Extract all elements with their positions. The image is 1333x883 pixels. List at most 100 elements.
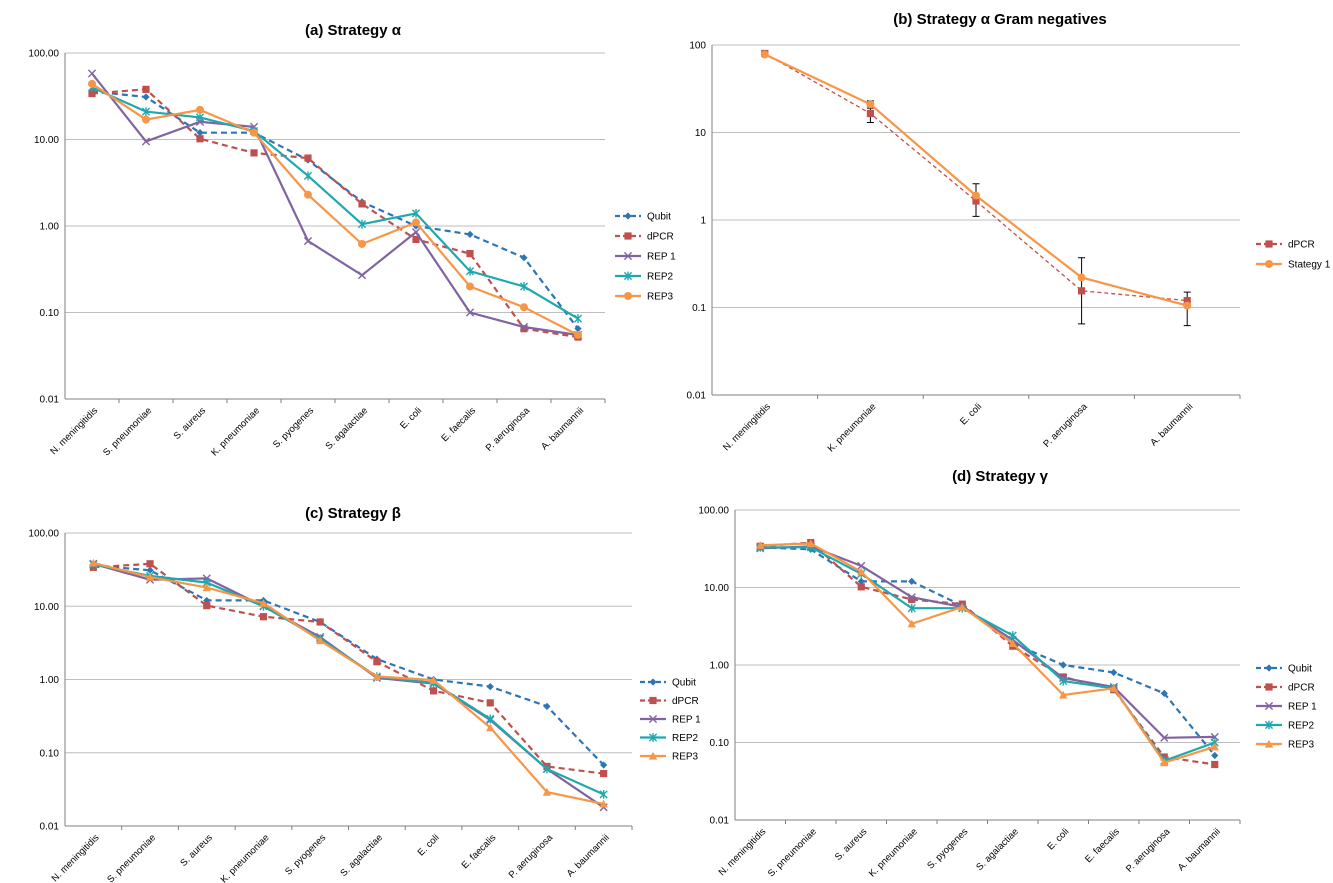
point-qubit [1059,661,1067,669]
series-rep3 [756,539,1219,767]
x-tick-label: S. pneumoniae [105,832,158,883]
point-rep3 [372,672,382,681]
chart-title: (b) Strategy α Gram negatives [893,11,1106,28]
legend-item-rep3: REP3 [1256,740,1315,751]
x-tick-label: S. pneumoniae [101,405,154,458]
point-qubit [574,325,582,333]
x-tick-label: P. aeruginosa [1041,401,1090,450]
x-tick-label: E. faecalis [460,832,499,871]
legend-item-rep-1: REP 1 [640,715,701,726]
series-qubit [89,561,608,769]
legend-item-dpcr: dPCR [615,232,674,243]
point-rep2 [486,714,495,724]
series-rep-1 [87,69,583,340]
point-rep2 [1008,631,1017,640]
legend-item-rep3: REP3 [640,752,699,763]
legend-marker [623,251,633,261]
point-rep3 [599,799,608,808]
x-tick-label: S. aureus [172,405,209,442]
point-rep3 [202,583,211,592]
x-tick-label: K. pneumoniae [219,832,272,883]
point-dpcr [358,200,366,208]
point-dpcr [146,560,154,568]
legend-label: dPCR [1288,240,1315,251]
point-rep3 [145,572,155,581]
legend: dPCR Stategy 1 [1256,240,1331,271]
legend-marker [1264,701,1274,711]
x-tick-label: A. baumannii [1148,401,1195,448]
point-rep-1 [87,69,97,78]
x-tick-label: N. meningitidis [48,405,100,457]
legend-item-dpcr: dPCR [1256,240,1315,251]
series-stategy-1 [760,50,1192,310]
legend-marker [1264,720,1274,730]
x-tick-label: S. pyogenes [271,405,316,450]
point-rep2 [1059,676,1068,686]
y-tick-label: 100.00 [28,529,59,540]
series-line-rep3 [93,561,604,805]
chart-c: (c) Strategy β 100.00 10.00 1.00 0.10 0.01N. … [28,505,701,883]
point-rep-1 [411,228,421,237]
point-stategy-1 [760,50,769,59]
chart-title: (c) Strategy β [305,505,401,522]
x-tick-label: K. pneumoniae [826,401,879,454]
legend-label: REP3 [1288,740,1315,751]
legend-label: REP3 [647,292,674,303]
point-rep3 [574,330,582,339]
point-rep3 [88,79,96,88]
point-rep-1 [519,322,529,332]
point-rep3 [1059,690,1068,699]
point-qubit [600,761,608,769]
series-dpcr [756,538,1219,769]
point-dpcr [1211,760,1219,769]
y-tick-label: 10.00 [34,135,59,146]
y-tick-label: 100 [689,41,706,52]
point-rep-1 [907,593,916,602]
point-stategy-1 [972,191,980,200]
point-rep3 [958,602,967,611]
point-rep3 [89,558,98,567]
point-rep-1 [141,137,151,146]
legend-label: Qubit [647,212,671,223]
legend-marker [648,714,658,724]
point-rep2 [599,790,608,799]
point-rep3 [1160,758,1169,767]
point-rep2 [303,171,313,181]
point-rep3 [1210,742,1219,751]
x-tick-label: P. aeruginosa [507,832,556,881]
point-rep2 [465,266,475,276]
point-rep3 [358,239,366,248]
point-rep3 [486,723,495,732]
point-dpcr [600,769,608,778]
x-tick-label: K. pneumoniae [209,405,262,458]
point-rep3 [542,787,552,796]
x-tick-label: E. faecalis [1083,826,1122,865]
point-rep3 [907,619,916,628]
point-rep2 [141,107,151,117]
legend: Qubit dPCR REP 1 REP2 REP3 [615,212,676,303]
legend-label: Stategy 1 [1288,260,1331,271]
series-rep-1 [756,542,1219,742]
point-qubit [203,596,211,605]
legend-item-qubit: Qubit [615,212,671,223]
point-rep3 [250,128,258,137]
point-qubit [543,702,551,710]
x-tick-label: A. baumannii [539,405,586,452]
x-tick-label: N. meningitidis [50,832,102,883]
series-rep2 [756,542,1219,766]
point-rep2 [907,603,916,613]
point-dpcr [972,197,980,205]
legend-label: REP2 [1288,721,1315,732]
series-line-stategy-1 [764,53,1188,307]
chart-title: (d) Strategy γ [952,468,1049,485]
point-dpcr [196,135,204,143]
series-line-qubit [91,90,579,330]
legend-label: Qubit [672,678,696,689]
legend-label: dPCR [1288,683,1315,694]
y-tick-label: 10.00 [34,602,59,613]
point-rep2 [411,208,421,218]
series-line-qubit [760,546,1216,757]
y-tick-label: 0.10 [710,738,730,749]
series-line-rep2 [760,546,1216,763]
